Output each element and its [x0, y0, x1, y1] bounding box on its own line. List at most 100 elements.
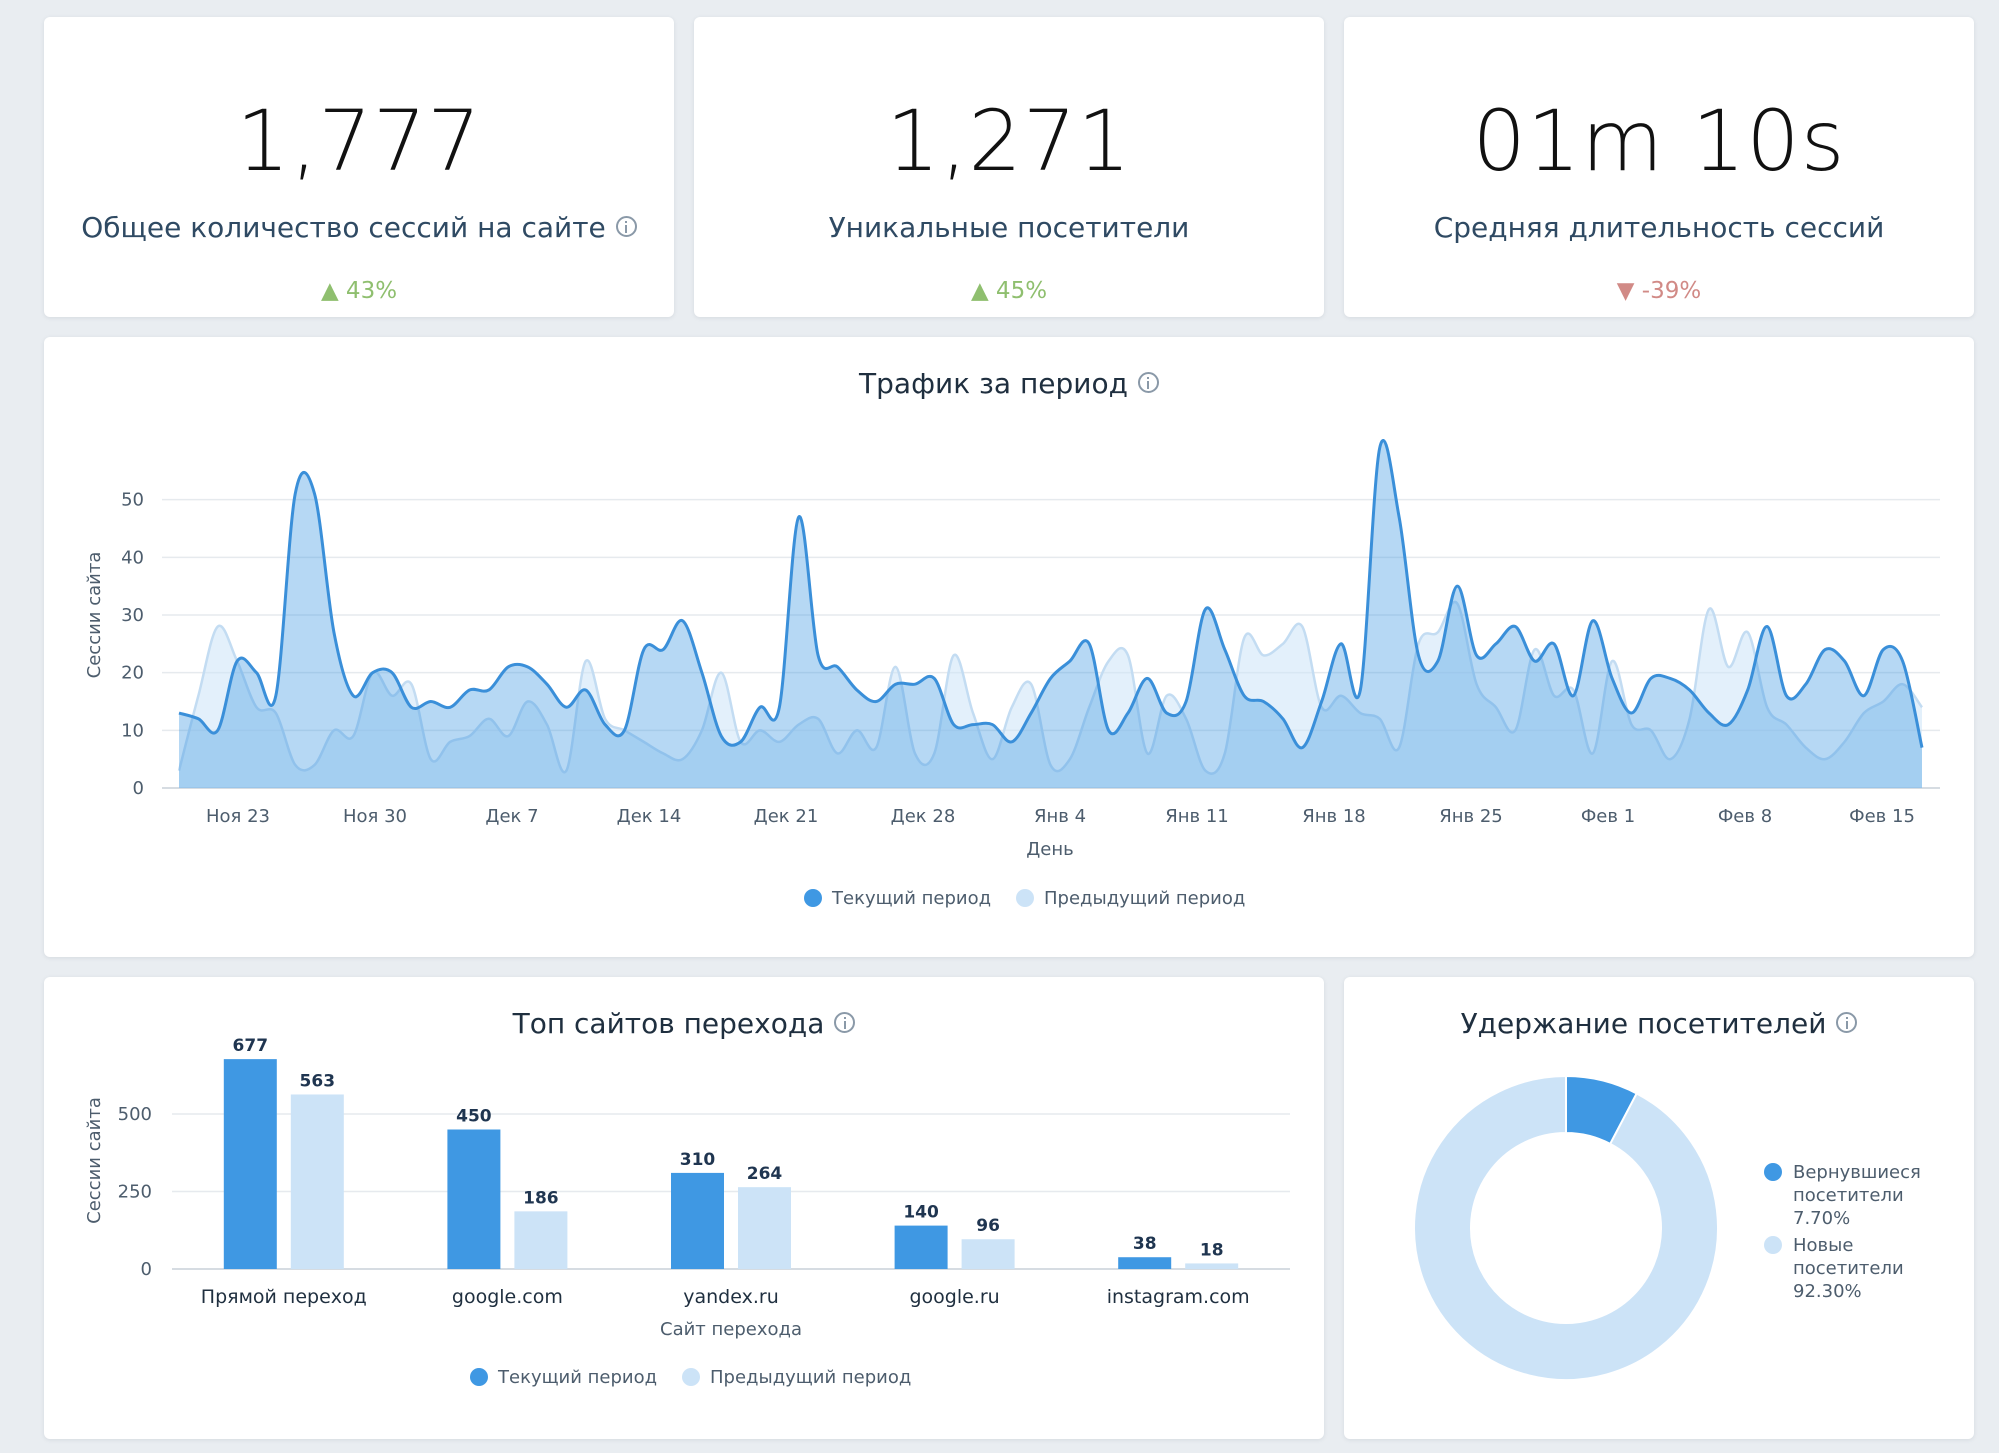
x-tick-label: Ноя 23: [206, 806, 270, 827]
category-label: yandex.ru: [683, 1286, 778, 1308]
legend-value: 92.30%: [1793, 1281, 1862, 1302]
bar-value-label: 140: [903, 1203, 939, 1223]
legend-value: 7.70%: [1793, 1208, 1850, 1229]
kpi-label-text: Общее количество сессий на сайте: [81, 211, 606, 244]
kpi-value: 1,271: [886, 92, 1132, 190]
referrers-title: Топ сайтов перехода: [44, 1007, 1324, 1040]
info-icon[interactable]: [1137, 371, 1159, 393]
legend-marker-previous: [1016, 889, 1034, 907]
legend-marker-current: [470, 1368, 488, 1386]
x-tick-label: Фев 8: [1718, 806, 1772, 827]
referrers-title-text: Топ сайтов перехода: [512, 1007, 825, 1040]
bar-current: [447, 1129, 501, 1269]
x-axis-title: День: [1026, 839, 1074, 860]
bar-value-label: 677: [233, 1036, 268, 1056]
legend-marker-returning: [1764, 1163, 1782, 1181]
bar-value-label: 310: [680, 1150, 716, 1170]
kpi-label: Общее количество сессий на сайте: [44, 211, 674, 245]
info-icon[interactable]: [834, 1011, 856, 1033]
series-area-current: [179, 440, 1922, 788]
retention-card: Удержание посетителей Вернувшиеся посетит…: [1344, 977, 1974, 1439]
y-tick-label: 500: [118, 1104, 152, 1125]
kpi-delta: ▲ 43%: [320, 278, 398, 304]
category-label: Прямой переход: [201, 1286, 367, 1308]
legend-label: Текущий период: [831, 888, 991, 909]
bar-value-label: 18: [1200, 1240, 1224, 1260]
kpi-label: Средняя длительность сессий: [1433, 211, 1885, 244]
bar-current: [671, 1172, 724, 1269]
bar-current: [1118, 1257, 1172, 1269]
legend-label: посетители: [1793, 1258, 1904, 1279]
bar-value-label: 38: [1133, 1234, 1157, 1254]
bar-previous: [961, 1239, 1015, 1269]
x-tick-label: Янв 4: [1034, 806, 1086, 827]
retention-chart: Вернувшиесяпосетители7.70%Новыепосетител…: [1413, 1074, 1921, 1381]
bar-current: [223, 1059, 277, 1269]
legend-label: Новые: [1793, 1235, 1853, 1256]
legend-label: Предыдущий период: [710, 1367, 911, 1388]
y-tick-label: 30: [121, 605, 144, 626]
bar-value-label: 450: [456, 1107, 492, 1127]
info-icon[interactable]: [1836, 1011, 1858, 1033]
retention-title: Удержание посетителей: [1344, 1007, 1974, 1040]
kpi-card-unique-visitors: 1,271 Уникальные посетители ▲ 45%: [694, 17, 1324, 317]
y-tick-label: 20: [121, 663, 144, 684]
kpi-label: Уникальные посетители: [828, 211, 1190, 244]
y-axis-title: Сессии сайта: [84, 552, 105, 679]
bar-value-label: 264: [747, 1164, 783, 1184]
kpi-value: 1,777: [236, 92, 482, 190]
y-tick-label: 250: [118, 1182, 152, 1203]
x-tick-label: Фев 1: [1581, 806, 1635, 827]
legend-label: Вернувшиеся: [1793, 1162, 1921, 1183]
kpi-delta: ▲ 45%: [970, 278, 1048, 304]
y-tick-label: 50: [121, 490, 144, 511]
kpi-value: 01m 10s: [1472, 92, 1846, 190]
x-tick-label: Янв 18: [1302, 806, 1366, 827]
traffic-title: Трафик за период: [44, 367, 1974, 400]
category-label: google.ru: [909, 1286, 999, 1308]
x-tick-label: Дек 14: [617, 806, 682, 827]
bar-previous: [738, 1187, 791, 1269]
x-tick-label: Дек 28: [891, 806, 956, 827]
bar-previous: [1185, 1263, 1239, 1269]
legend-marker-new: [1764, 1236, 1782, 1254]
y-tick-label: 0: [141, 1259, 152, 1280]
referrers-card: Топ сайтов перехода 0 250 500 677 563 Прямой …: [44, 977, 1324, 1439]
legend-label: посетители: [1793, 1185, 1904, 1206]
info-icon[interactable]: [615, 215, 637, 237]
bar-current: [894, 1225, 948, 1269]
series-line-previous: [177, 600, 1924, 775]
legend-marker-current: [804, 889, 822, 907]
kpi-card-sessions: 1,777 Общее количество сессий на сайте ▲…: [44, 17, 674, 317]
y-tick-label: 0: [133, 778, 144, 799]
traffic-card: Трафик за период 0 10 20 30 40 50 Ноя 23 Ноя 30…: [44, 337, 1974, 957]
retention-title-text: Удержание посетителей: [1460, 1007, 1827, 1040]
bar-value-label: 186: [523, 1188, 559, 1208]
x-tick-label: Фев 15: [1849, 806, 1915, 827]
category-label: google.com: [452, 1286, 563, 1308]
x-axis-title: Сайт перехода: [660, 1319, 802, 1340]
bar-value-label: 96: [976, 1216, 1000, 1236]
x-tick-label: Ноя 30: [343, 806, 407, 827]
x-tick-label: Янв 11: [1165, 806, 1229, 827]
category-label: instagram.com: [1107, 1286, 1250, 1308]
y-axis-title: Сессии сайта: [84, 1097, 105, 1224]
donut-slice-new: [1413, 1074, 1719, 1381]
bar-previous: [290, 1094, 344, 1269]
legend-label: Текущий период: [497, 1367, 657, 1388]
legend-label: Предыдущий период: [1044, 888, 1245, 909]
kpi-delta: ▼ -39%: [1616, 278, 1702, 304]
bar-value-label: 563: [300, 1071, 336, 1091]
legend-marker-previous: [682, 1368, 700, 1386]
traffic-title-text: Трафик за период: [859, 367, 1128, 400]
x-tick-label: Янв 25: [1439, 806, 1503, 827]
x-tick-label: Дек 21: [754, 806, 819, 827]
referrers-chart: 0 250 500 677 563 Прямой переход 450 186 google.…: [84, 1036, 1290, 1388]
series-area-previous: [179, 601, 1922, 788]
x-tick-label: Дек 7: [485, 806, 538, 827]
kpi-card-avg-duration: 01m 10s Средняя длительность сессий ▼ -3…: [1344, 17, 1974, 317]
bar-previous: [514, 1211, 568, 1269]
y-tick-label: 10: [121, 720, 144, 741]
y-tick-label: 40: [121, 547, 144, 568]
traffic-chart: 0 10 20 30 40 50 Ноя 23 Ноя 30 Дек 7 Дек 14 Дек 21…: [84, 438, 1940, 909]
